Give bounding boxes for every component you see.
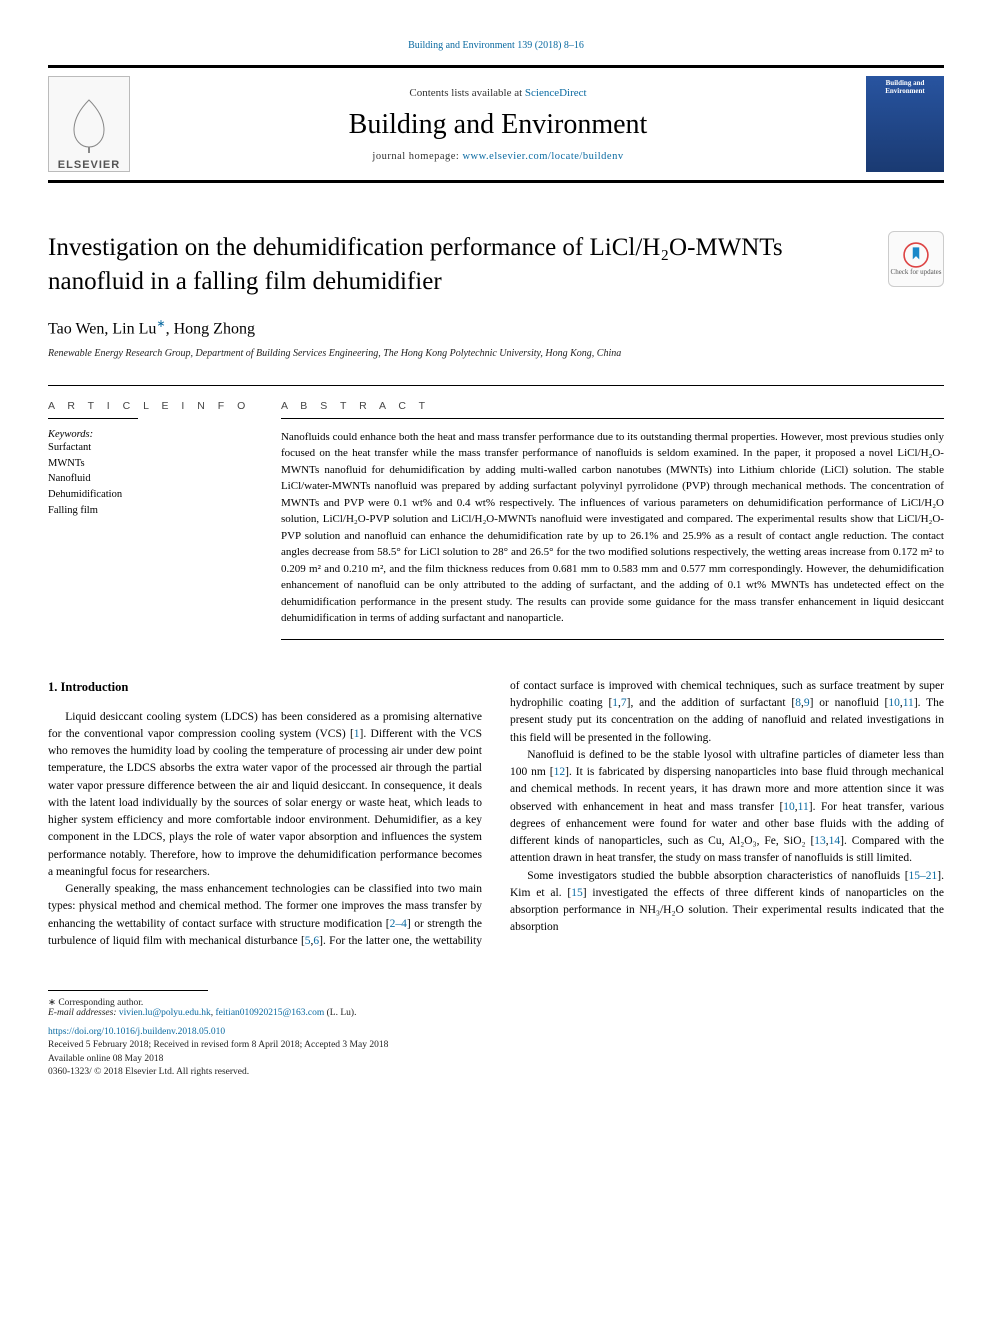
keywords-list: Surfactant MWNTs Nanofluid Dehumidificat… [48, 440, 261, 519]
section-heading: 1. Introduction [48, 678, 482, 697]
contents-line: Contents lists available at ScienceDirec… [142, 87, 854, 99]
cite[interactable]: 9 [804, 697, 810, 709]
contents-prefix: Contents lists available at [409, 87, 524, 99]
cite[interactable]: 14 [829, 835, 841, 847]
cite[interactable]: 13 [814, 835, 826, 847]
cite[interactable]: 6 [313, 935, 319, 947]
received-line: Received 5 February 2018; Received in re… [48, 1040, 388, 1050]
article-title: Investigation on the dehumidification pe… [48, 231, 872, 299]
abstract-head: A B S T R A C T [281, 400, 944, 412]
cite[interactable]: 12 [554, 766, 566, 778]
bookmark-check-icon [903, 242, 929, 268]
corresponding-mark[interactable]: ∗ [156, 318, 165, 330]
keyword: Falling film [48, 503, 261, 519]
tree-icon [59, 95, 119, 155]
body-columns: 1. Introduction Liquid desiccant cooling… [48, 678, 944, 950]
abstract-rule [281, 418, 944, 419]
cover-title: Building and Environment [868, 80, 942, 95]
article-info-head: A R T I C L E I N F O [48, 400, 261, 412]
keyword: Surfactant [48, 440, 261, 456]
online-line: Available online 08 May 2018 [48, 1054, 163, 1064]
cite[interactable]: 1 [354, 728, 360, 740]
journal-ref-link[interactable]: Building and Environment 139 (2018) 8–16 [408, 40, 584, 51]
author-rest: , Hong Zhong [166, 320, 255, 337]
keyword: Nanofluid [48, 471, 261, 487]
cite[interactable]: 7 [621, 697, 627, 709]
email-person: (L. Lu). [324, 1008, 356, 1018]
homepage-line: journal homepage: www.elsevier.com/locat… [142, 151, 854, 162]
publisher-logo: ELSEVIER [48, 76, 130, 172]
updates-badge-text: Check for updates [891, 268, 942, 276]
body-para: Liquid desiccant cooling system (LDCS) h… [48, 709, 482, 882]
cite[interactable]: 15–21 [909, 870, 938, 882]
journal-cover: Building and Environment [866, 76, 944, 172]
keyword: MWNTs [48, 456, 261, 472]
body-para: Nanofluid is defined to be the stable ly… [510, 747, 944, 868]
cite[interactable]: 15 [571, 887, 583, 899]
corresponding-label: ∗ Corresponding author. [48, 997, 944, 1008]
cite[interactable]: 8 [795, 697, 801, 709]
email-link-2[interactable]: feitian010920215@163.com [216, 1008, 325, 1018]
cite[interactable]: 1 [612, 697, 618, 709]
keywords-label: Keywords: [48, 429, 261, 440]
homepage-link[interactable]: www.elsevier.com/locate/buildenv [462, 151, 623, 162]
journal-title: Building and Environment [142, 109, 854, 141]
cite[interactable]: 5 [305, 935, 311, 947]
footer: ∗ Corresponding author. E-mail addresses… [48, 990, 944, 1079]
keyword: Dehumidification [48, 487, 261, 503]
check-updates-badge[interactable]: Check for updates [888, 231, 944, 287]
abstract-text: Nanofluids could enhance both the heat a… [281, 429, 944, 627]
info-rule [48, 418, 138, 419]
cite[interactable]: 11 [798, 801, 809, 813]
publisher-name: ELSEVIER [58, 159, 120, 171]
email-link-1[interactable]: vivien.lu@polyu.edu.hk [119, 1008, 211, 1018]
affiliation: Renewable Energy Research Group, Departm… [48, 348, 944, 359]
cite[interactable]: 2–4 [390, 918, 407, 930]
doi-link[interactable]: https://doi.org/10.1016/j.buildenv.2018.… [48, 1027, 225, 1037]
journal-header: ELSEVIER Contents lists available at Sci… [48, 65, 944, 183]
email-label: E-mail addresses: [48, 1008, 119, 1018]
body-para: Some investigators studied the bubble ab… [510, 868, 944, 937]
homepage-prefix: journal homepage: [372, 151, 462, 162]
cite[interactable]: 11 [903, 697, 914, 709]
cite[interactable]: 10 [888, 697, 900, 709]
footer-rule [48, 990, 208, 991]
copyright-line: 0360-1323/ © 2018 Elsevier Ltd. All righ… [48, 1067, 249, 1077]
abstract-bottom-rule [281, 639, 944, 640]
cite[interactable]: 10 [783, 801, 795, 813]
author-names: Tao Wen, Lin Lu [48, 320, 156, 337]
authors: Tao Wen, Lin Lu∗, Hong Zhong [48, 317, 944, 338]
sciencedirect-link[interactable]: ScienceDirect [525, 87, 587, 99]
